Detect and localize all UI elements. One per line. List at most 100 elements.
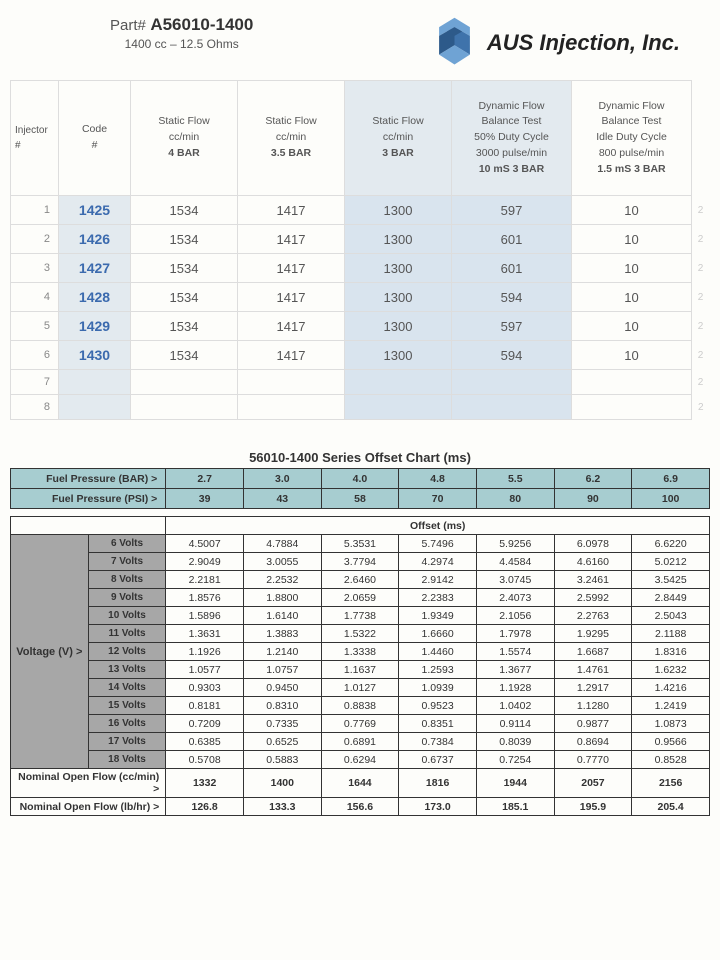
injector-number: 4 bbox=[11, 283, 59, 312]
offset-value: 1.0939 bbox=[399, 679, 477, 697]
injector-value: 1534 bbox=[131, 225, 238, 254]
offset-value: 1.8576 bbox=[166, 589, 244, 607]
voltage-level: 6 Volts bbox=[88, 535, 166, 553]
psi-value: 70 bbox=[399, 489, 477, 509]
offset-header: Offset (ms) bbox=[166, 517, 710, 535]
offset-value: 0.8838 bbox=[321, 697, 399, 715]
injector-value bbox=[345, 395, 452, 420]
offset-value: 2.2532 bbox=[243, 571, 321, 589]
offset-value: 1.0127 bbox=[321, 679, 399, 697]
offset-value: 2.2181 bbox=[166, 571, 244, 589]
bar-value: 3.0 bbox=[243, 469, 321, 489]
injector-value: 1534 bbox=[131, 312, 238, 341]
injector-value: 1417 bbox=[238, 254, 345, 283]
offset-value: 0.6385 bbox=[166, 733, 244, 751]
voltage-level: 10 Volts bbox=[88, 607, 166, 625]
offset-value: 2.8449 bbox=[632, 589, 710, 607]
injector-value: 601 bbox=[452, 254, 572, 283]
nominal-flow-value: 1644 bbox=[321, 769, 399, 798]
bar-value: 6.9 bbox=[632, 469, 710, 489]
injector-code bbox=[59, 395, 131, 420]
offset-value: 0.6891 bbox=[321, 733, 399, 751]
offset-value: 0.7254 bbox=[476, 751, 554, 769]
voltage-level: 16 Volts bbox=[88, 715, 166, 733]
injector-col-header: Static Flowcc/min4 BAR bbox=[131, 81, 238, 196]
nominal-flow-value: 1944 bbox=[476, 769, 554, 798]
voltage-level: 15 Volts bbox=[88, 697, 166, 715]
offset-value: 1.8316 bbox=[632, 643, 710, 661]
injector-number: 7 bbox=[11, 370, 59, 395]
nominal-flow-value: 126.8 bbox=[166, 798, 244, 816]
injector-code bbox=[59, 370, 131, 395]
offset-value: 0.6294 bbox=[321, 751, 399, 769]
offset-value: 0.5883 bbox=[243, 751, 321, 769]
offset-table: Fuel Pressure (BAR) >2.73.04.04.85.56.26… bbox=[10, 468, 710, 816]
offset-value: 2.0659 bbox=[321, 589, 399, 607]
offset-value: 1.9295 bbox=[554, 625, 632, 643]
offset-value: 2.6460 bbox=[321, 571, 399, 589]
psi-value: 90 bbox=[554, 489, 632, 509]
voltage-level: 14 Volts bbox=[88, 679, 166, 697]
offset-value: 4.6160 bbox=[554, 553, 632, 571]
injector-col-header: Static Flowcc/min3.5 BAR bbox=[238, 81, 345, 196]
offset-value: 1.1926 bbox=[166, 643, 244, 661]
brand-name: AUS Injection, Inc. bbox=[487, 30, 680, 56]
injector-value bbox=[238, 395, 345, 420]
offset-value: 3.7794 bbox=[321, 553, 399, 571]
offset-value: 5.9256 bbox=[476, 535, 554, 553]
offset-value: 0.8528 bbox=[632, 751, 710, 769]
injector-value: 1300 bbox=[345, 341, 452, 370]
offset-value: 1.1637 bbox=[321, 661, 399, 679]
injector-value: 1417 bbox=[238, 225, 345, 254]
nominal-flow-value: 1816 bbox=[399, 769, 477, 798]
injector-code: 1426 bbox=[59, 225, 131, 254]
injector-value: 10 bbox=[572, 312, 692, 341]
injector-number: 8 bbox=[11, 395, 59, 420]
psi-value: 100 bbox=[632, 489, 710, 509]
bar-value: 4.8 bbox=[399, 469, 477, 489]
offset-value: 1.3338 bbox=[321, 643, 399, 661]
injector-col-header: Static Flowcc/min3 BAR bbox=[345, 81, 452, 196]
offset-value: 3.5425 bbox=[632, 571, 710, 589]
offset-value: 2.1188 bbox=[632, 625, 710, 643]
offset-value: 0.8039 bbox=[476, 733, 554, 751]
injector-value: 594 bbox=[452, 283, 572, 312]
offset-value: 1.1280 bbox=[554, 697, 632, 715]
offset-value: 0.6737 bbox=[399, 751, 477, 769]
offset-value: 2.1056 bbox=[476, 607, 554, 625]
trail-mark: 2 bbox=[692, 312, 710, 341]
offset-value: 0.7384 bbox=[399, 733, 477, 751]
offset-value: 0.9114 bbox=[476, 715, 554, 733]
offset-value: 4.4584 bbox=[476, 553, 554, 571]
bar-value: 2.7 bbox=[166, 469, 244, 489]
offset-value: 4.5007 bbox=[166, 535, 244, 553]
offset-value: 1.0757 bbox=[243, 661, 321, 679]
offset-value: 0.8181 bbox=[166, 697, 244, 715]
voltage-level: 12 Volts bbox=[88, 643, 166, 661]
offset-value: 0.9303 bbox=[166, 679, 244, 697]
offset-value: 3.0055 bbox=[243, 553, 321, 571]
part-spec: 1400 cc – 12.5 Ohms bbox=[110, 37, 253, 51]
injector-number: 3 bbox=[11, 254, 59, 283]
offset-value: 1.1928 bbox=[476, 679, 554, 697]
offset-value: 1.4460 bbox=[399, 643, 477, 661]
injector-value: 1300 bbox=[345, 196, 452, 225]
injector-row: 11425153414171300597102 bbox=[11, 196, 710, 225]
offset-value: 1.0577 bbox=[166, 661, 244, 679]
part-info: Part# A56010-1400 1400 cc – 12.5 Ohms bbox=[70, 15, 253, 51]
nominal-flow-value: 133.3 bbox=[243, 798, 321, 816]
trail-mark: 2 bbox=[692, 225, 710, 254]
injector-value: 1417 bbox=[238, 196, 345, 225]
voltage-label: Voltage (V) > bbox=[11, 535, 89, 769]
injector-value: 597 bbox=[452, 196, 572, 225]
nominal-flow-value: 205.4 bbox=[632, 798, 710, 816]
offset-value: 4.2974 bbox=[399, 553, 477, 571]
injector-value bbox=[131, 370, 238, 395]
nominal-flow-value: 1400 bbox=[243, 769, 321, 798]
nominal-flow-value: 195.9 bbox=[554, 798, 632, 816]
nominal-flow-value: 173.0 bbox=[399, 798, 477, 816]
offset-value: 3.2461 bbox=[554, 571, 632, 589]
injector-code: 1430 bbox=[59, 341, 131, 370]
offset-value: 1.5574 bbox=[476, 643, 554, 661]
injector-value: 1300 bbox=[345, 283, 452, 312]
